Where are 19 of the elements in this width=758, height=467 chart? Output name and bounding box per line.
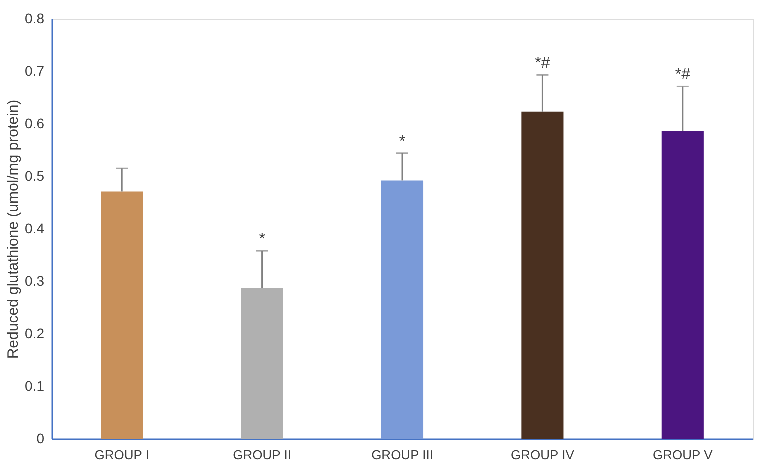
annotation: *# — [535, 55, 550, 72]
y-tick-label: 0.2 — [25, 326, 45, 342]
y-tick-label: 0.5 — [25, 168, 45, 184]
annotation: * — [259, 231, 266, 248]
annotation: *# — [675, 66, 691, 84]
x-tick-label: GROUP IV — [511, 448, 575, 462]
x-tick-label: GROUP III — [372, 448, 434, 462]
y-tick-label: 0.6 — [25, 116, 45, 132]
y-tick-label: 0.8 — [25, 10, 45, 26]
y-tick-label: 0.3 — [25, 273, 45, 289]
y-tick-label: 0.4 — [25, 220, 45, 236]
annotation: * — [399, 133, 406, 150]
x-tick-label: GROUP V — [653, 448, 714, 462]
y-tick-label: 0.1 — [25, 378, 45, 394]
y-tick-label: 0.7 — [25, 63, 45, 79]
y-axis-title: Reduced glutathione (umol/mg protein) — [5, 100, 22, 360]
x-tick-label: GROUP II — [233, 448, 292, 462]
x-tick-label: GROUP I — [94, 448, 150, 462]
y-tick-label: 0 — [36, 430, 45, 446]
